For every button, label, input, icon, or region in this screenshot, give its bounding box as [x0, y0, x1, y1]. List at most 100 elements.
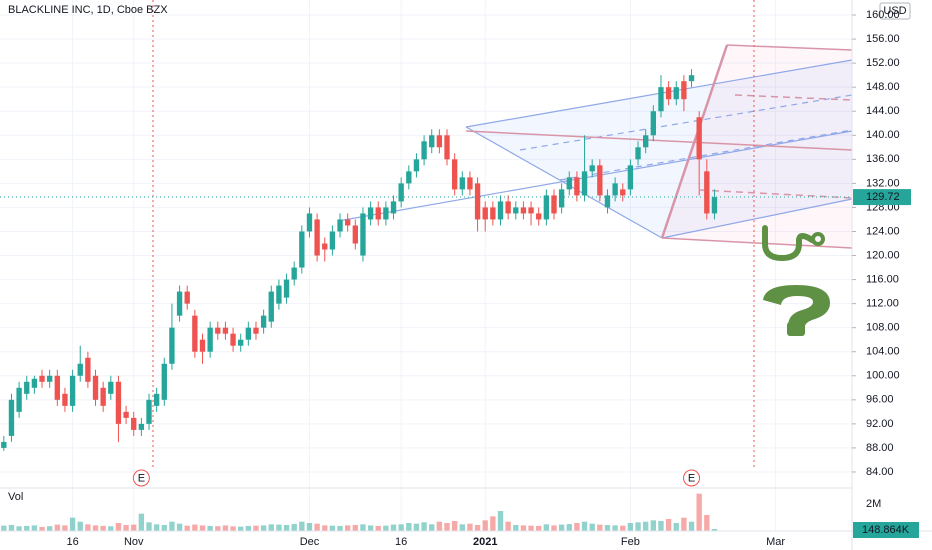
volume-bar: [566, 524, 572, 531]
candle-body: [635, 147, 641, 160]
volume-bar: [421, 522, 427, 531]
volume-bar: [650, 520, 657, 531]
candle-body: [16, 387, 22, 412]
earnings-marker: [132, 469, 150, 487]
volume-bar: [398, 524, 404, 531]
volume-bar: [215, 526, 221, 531]
volume-bar: [673, 523, 679, 531]
candle-body: [673, 87, 679, 100]
candle-body: [551, 195, 557, 214]
y-tick-label: 108.00: [866, 322, 900, 334]
chart-title: BLACKLINE INC, 1D, Cboe BZX: [8, 4, 168, 16]
volume-bar: [153, 524, 160, 531]
candle-body: [238, 339, 244, 346]
candle-body: [360, 213, 366, 256]
candle-body: [161, 363, 167, 400]
x-tick-label: Dec: [300, 536, 320, 548]
candle-body: [77, 363, 83, 376]
candle-body: [192, 315, 198, 352]
candle-body: [658, 87, 664, 112]
candle-body: [31, 378, 38, 388]
x-tick-label: 16: [395, 536, 407, 548]
candle-body: [299, 231, 305, 268]
candle-body: [169, 327, 175, 364]
candle-body: [688, 75, 695, 82]
candle-body: [329, 231, 336, 250]
volume-bar: [436, 521, 443, 531]
candle-body: [69, 375, 76, 406]
volume-bar: [138, 513, 145, 531]
volume-bar: [505, 521, 511, 531]
y-tick-label: 104.00: [866, 346, 900, 358]
volume-bar: [490, 516, 496, 531]
volume-bar: [69, 517, 76, 531]
volume-bar: [314, 523, 320, 531]
volume-bar: [520, 525, 527, 531]
volume-bar: [16, 526, 22, 531]
candle-body: [375, 207, 381, 220]
volume-bar: [192, 524, 198, 531]
volume-bar: [283, 525, 290, 531]
volume-bar: [146, 522, 152, 531]
pitchfork-fill: [466, 60, 852, 238]
candle-body: [207, 327, 213, 352]
candle-body: [230, 333, 236, 346]
volume-bar: [161, 525, 167, 531]
volume-bar: [39, 527, 45, 531]
candle-body: [474, 183, 481, 220]
volume-bar: [375, 525, 381, 531]
candle-body: [513, 207, 519, 214]
candle-body: [704, 171, 710, 214]
volume-bar: [123, 525, 129, 531]
stethoscope-icon: [762, 225, 825, 262]
candle-body: [92, 375, 99, 400]
candle-body: [268, 291, 274, 322]
volume-bar: [688, 521, 695, 531]
y-tick-label: 124.00: [866, 225, 900, 237]
y-tick-label: 100.00: [866, 370, 900, 382]
volume-label: Vol: [8, 491, 23, 503]
candle-body: [85, 357, 91, 382]
candle-body: [536, 213, 542, 220]
volume-bar: [665, 519, 672, 531]
volume-bar: [184, 525, 190, 531]
volume-bar: [581, 521, 588, 531]
candle-body: [490, 207, 496, 220]
volume-bar: [513, 525, 519, 531]
volume-bar: [467, 523, 473, 531]
volume-bar: [383, 525, 389, 531]
y-tick-label: 156.00: [866, 33, 900, 45]
candle-body: [406, 171, 412, 184]
volume-bar: [474, 525, 481, 531]
volume-bar: [100, 525, 106, 531]
volume-bar: [329, 525, 336, 531]
volume-bar: [413, 523, 420, 531]
volume-bar: [62, 525, 68, 531]
volume-bar: [199, 525, 206, 531]
volume-bar: [497, 511, 504, 531]
last-volume-label: 148.864K: [862, 524, 910, 536]
candle-body: [276, 285, 282, 304]
candle-body: [681, 81, 687, 100]
volume-bar: [268, 524, 274, 531]
candle-body: [291, 267, 297, 280]
candle-body: [54, 375, 60, 400]
volume-bar: [245, 525, 252, 531]
candle-body: [497, 201, 504, 220]
volume-bar: [207, 525, 213, 531]
candle-body: [390, 201, 397, 214]
candle-body: [337, 219, 343, 232]
last-price-label: 129.72: [866, 191, 900, 203]
candle-body: [131, 417, 137, 430]
candle-body: [383, 207, 389, 220]
candle-body: [589, 165, 595, 172]
pitchfork-median: [559, 129, 853, 181]
x-tick-label: Mar: [766, 536, 785, 548]
volume-bar: [681, 517, 687, 531]
candle-body: [612, 183, 618, 196]
volume-bar: [31, 525, 38, 531]
candle-body: [505, 201, 511, 214]
volume-bar: [131, 524, 137, 531]
volume-bar: [115, 523, 122, 531]
